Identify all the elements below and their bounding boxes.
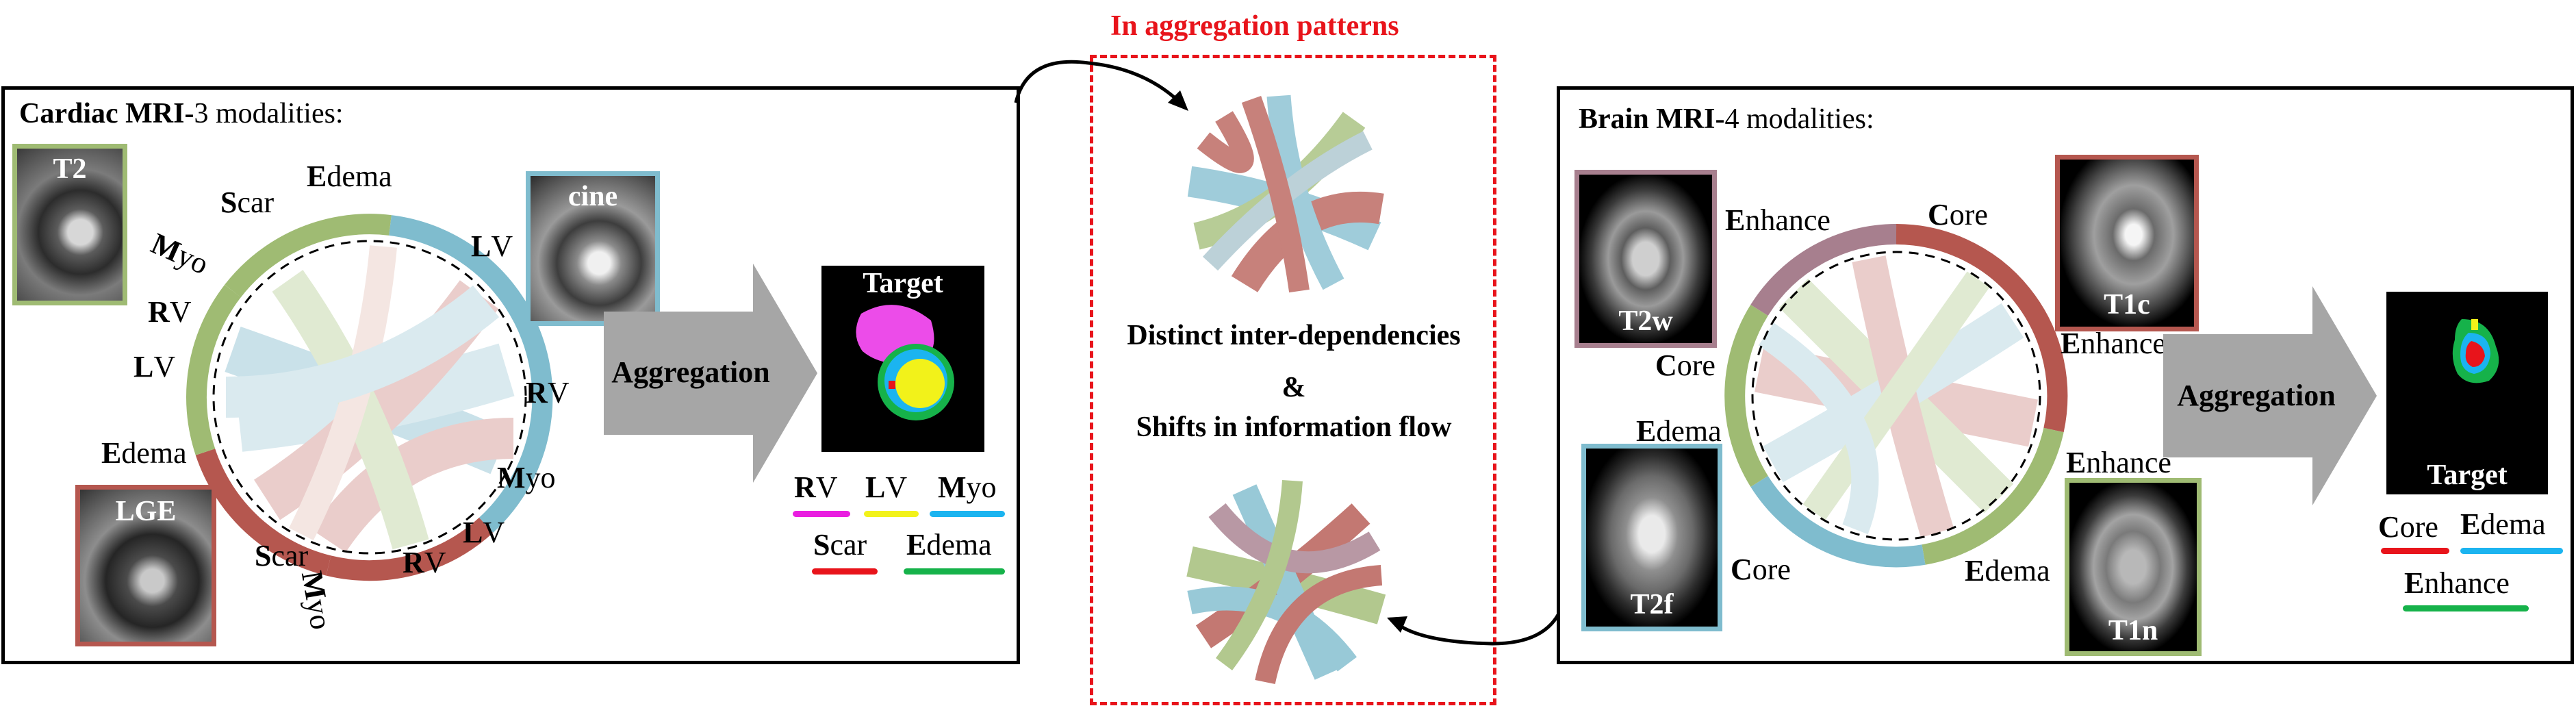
brain-label-enhance-right2: Enhance xyxy=(2066,446,2171,479)
brain-label-core-top: Core xyxy=(1928,198,1988,231)
cardiac-label-rv-top: RV xyxy=(148,295,192,329)
cardiac-label-lv-left: LV xyxy=(133,350,176,383)
brain-legend-edema: Edema xyxy=(2460,507,2546,541)
brain-label-edema-bottom: Edema xyxy=(1965,554,2050,588)
brain-target: Target xyxy=(2386,292,2548,494)
cardiac-lge-caption: LGE xyxy=(115,496,177,527)
cardiac-chords xyxy=(225,245,515,553)
aggregation-patterns-title: In aggregation patterns xyxy=(1110,10,1399,42)
cardiac-aggregation-label: Aggregation xyxy=(611,355,770,389)
brain-label-enhance-top: Enhance xyxy=(1725,203,1831,237)
brain-label-enhance-right: Enhance xyxy=(2061,327,2166,360)
brain-legend-enhance-line xyxy=(2403,605,2529,611)
cardiac-legend-myo-line xyxy=(930,511,1005,517)
cardiac-label-rv-right: RV xyxy=(526,376,570,409)
brain-title-bold: Brain MRI- xyxy=(1579,103,1725,135)
brain-label-core-left: Core xyxy=(1655,349,1716,382)
cardiac-ring xyxy=(186,214,553,581)
cardiac-legend-lv: LV xyxy=(865,470,908,504)
brain-t2w-caption: T2w xyxy=(1618,305,1673,337)
cardiac-legend-rv: RV xyxy=(794,470,838,504)
brain-aggregation-arrow xyxy=(2163,286,2377,505)
cardiac-title-rest: 3 modalities: xyxy=(194,98,344,129)
top-curved-arrow xyxy=(1014,60,1180,103)
cardiac-aggregation-arrow xyxy=(604,264,817,483)
cardiac-chord-diagram xyxy=(186,214,553,581)
brain-legend-enhance: Enhance xyxy=(2404,566,2510,600)
brain-t2w-image: T2w xyxy=(1574,170,1717,348)
brain-aggregation-label: Aggregation xyxy=(2177,379,2336,412)
bottom-curved-arrow xyxy=(1397,605,1564,646)
brain-legend-core: Core xyxy=(2378,510,2438,544)
cardiac-t2-caption: T2 xyxy=(53,153,87,185)
cardiac-segmentation xyxy=(856,305,954,420)
cardiac-target: Target xyxy=(821,266,984,452)
middle-dashed-box xyxy=(1090,55,1496,705)
brain-ring xyxy=(1724,224,2068,568)
brain-t1c-image: T1c xyxy=(2055,155,2199,331)
brain-t2f-image: T2f xyxy=(1581,444,1722,631)
cardiac-label-scar-bottom: Scar xyxy=(255,539,309,572)
cardiac-legend-edema-line xyxy=(904,568,1005,575)
brain-title-rest: 4 modalities: xyxy=(1724,103,1874,135)
cardiac-label-rv-bottom: RV xyxy=(403,546,446,579)
brain-label-edema-left: Edema xyxy=(1636,414,1722,448)
cardiac-legend-edema: Edema xyxy=(906,528,992,562)
cardiac-target-caption: Target xyxy=(863,268,943,299)
cardiac-cine-caption: cine xyxy=(568,181,618,212)
brain-t1n-caption: T1n xyxy=(2108,615,2158,646)
cardiac-label-lv-right: LV xyxy=(471,229,513,263)
cardiac-title-bold: Cardiac MRI- xyxy=(19,98,194,129)
middle-chord-bottom xyxy=(1186,479,1386,685)
middle-chord-top xyxy=(1187,94,1384,293)
cardiac-label-lv-bottom: LV xyxy=(463,516,505,549)
cardiac-legend-lv-line xyxy=(864,511,919,517)
cardiac-lge-image: LGE xyxy=(75,485,216,646)
cardiac-legend-scar: Scar xyxy=(813,528,867,562)
brain-t1n-image: T1n xyxy=(2065,478,2202,656)
brain-title: Brain MRI-4 modalities: xyxy=(1579,103,1874,136)
brain-legend-edema-line xyxy=(2460,548,2563,554)
brain-legend-core-line xyxy=(2381,548,2449,554)
brain-target-caption: Target xyxy=(2427,459,2508,491)
brain-dashed-circle xyxy=(1751,251,2041,541)
middle-text-line3: Shifts in information flow xyxy=(1136,412,1452,443)
cardiac-label-edema-top: Edema xyxy=(307,160,392,193)
middle-text-line1: Distinct inter-dependencies xyxy=(1127,320,1461,351)
middle-text-line2: & xyxy=(1281,372,1306,403)
cardiac-title: Cardiac MRI-3 modalities: xyxy=(19,97,344,130)
cardiac-legend-rv-line xyxy=(793,511,850,517)
cardiac-dashed-circle xyxy=(212,240,527,555)
cardiac-label-edema-left: Edema xyxy=(101,436,187,470)
cardiac-label-scar-top: Scar xyxy=(220,186,275,219)
brain-t1c-caption: T1c xyxy=(2104,289,2150,320)
brain-segmentation xyxy=(2452,319,2499,383)
brain-label-core-bottom: Core xyxy=(1731,553,1791,586)
cardiac-cine-image: cine xyxy=(526,171,660,326)
cardiac-t2-image: T2 xyxy=(12,144,127,305)
cardiac-legend-myo: Myo xyxy=(938,470,997,504)
brain-t2f-caption: T2f xyxy=(1630,589,1674,620)
brain-chord-diagram xyxy=(1724,224,2068,568)
cardiac-label-myo-right: Myo xyxy=(497,461,556,494)
cardiac-legend-scar-line xyxy=(812,568,878,575)
